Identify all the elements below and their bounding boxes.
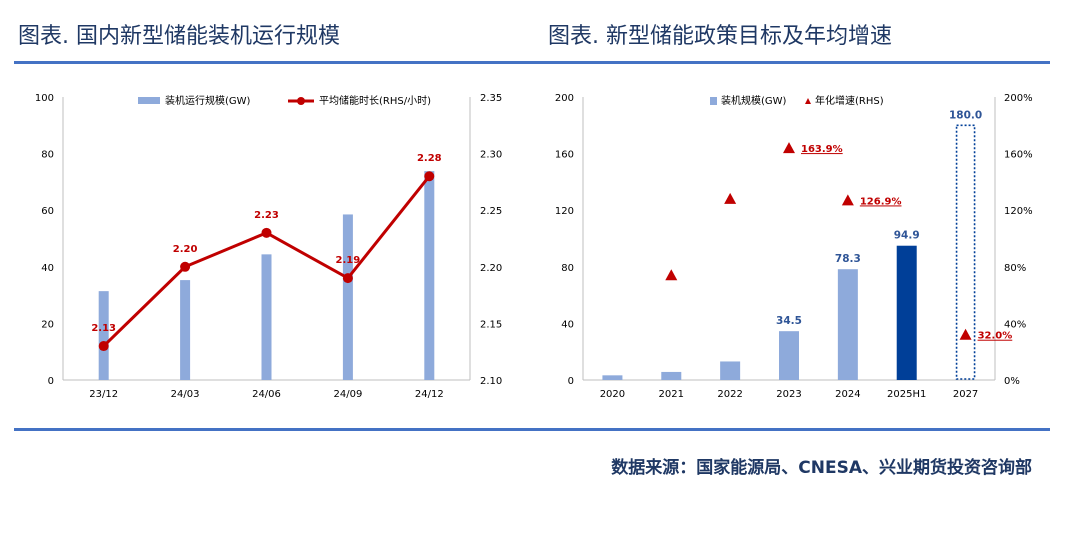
- capacity-data-label: 180.0: [949, 109, 982, 121]
- capacity-bar: [720, 361, 741, 380]
- legend-line-label: 平均储能时长(RHS/小时): [319, 94, 431, 107]
- left-figure-title: 图表. 国内新型储能装机运行规模: [18, 24, 340, 49]
- capacity-data-label: 94.9: [894, 230, 920, 242]
- bottom-divider: [14, 428, 1050, 431]
- right-axis-tick-label: 2.25: [480, 206, 502, 217]
- growth-marker: [783, 142, 795, 154]
- x-axis-tick-label: 23/12: [89, 389, 118, 400]
- x-axis-tick-label: 24/12: [415, 389, 444, 400]
- capacity-bar: [98, 291, 109, 380]
- right-axis-tick-label: 120%: [1004, 206, 1033, 217]
- right-axis-tick-label: 2.10: [480, 376, 502, 387]
- duration-point: [261, 227, 272, 238]
- right-axis-tick-label: 2.20: [480, 263, 502, 274]
- duration-data-label: 2.13: [91, 323, 116, 334]
- growth-marker: [724, 192, 737, 204]
- growth-data-label: 32.0%: [978, 331, 1013, 342]
- growth-marker: [665, 269, 678, 281]
- left-axis-tick-label: 80: [561, 263, 574, 274]
- right-figure-title: 图表. 新型储能政策目标及年均增速: [548, 24, 892, 49]
- growth-marker: [959, 328, 972, 340]
- x-axis-tick-label: 24/06: [252, 389, 281, 400]
- capacity-bar: [602, 375, 623, 380]
- left-axis-tick-label: 20: [41, 319, 54, 330]
- right-axis-tick-label: 0%: [1004, 376, 1020, 387]
- capacity-bar: [424, 171, 435, 380]
- growth-data-label: 126.9%: [860, 196, 902, 207]
- legend-bar-swatch: [710, 97, 717, 105]
- left-axis-tick-label: 80: [41, 150, 54, 161]
- data-source-note: 数据来源：国家能源局、CNESA、兴业期货投资咨询部: [611, 458, 1032, 478]
- x-axis-tick-label: 2020: [600, 389, 625, 400]
- duration-data-label: 2.20: [173, 244, 198, 255]
- capacity-bar: [261, 254, 272, 380]
- left-axis-tick-label: 60: [41, 206, 54, 217]
- left-axis-tick-label: 160: [555, 150, 574, 161]
- capacity-bar: [661, 371, 682, 380]
- x-axis-tick-label: 2025H1: [887, 389, 926, 400]
- left-axis-tick-label: 40: [41, 263, 54, 274]
- legend-marker-label: 年化增速(RHS): [815, 94, 884, 107]
- capacity-data-label: 34.5: [776, 315, 802, 327]
- x-axis-tick-label: 2027: [953, 389, 978, 400]
- policy-target-chart: 0 40 80 120 160 200 0% 40% 80% 120% 160% 200% 2020 20…: [555, 93, 1033, 400]
- left-axis-tick-label: 200: [555, 93, 574, 104]
- x-axis-tick-label: 2024: [835, 389, 860, 400]
- left-axis-tick-label: 0: [568, 376, 574, 387]
- legend-bar-label: 装机规模(GW): [721, 94, 787, 107]
- duration-point: [342, 273, 353, 284]
- left-axis-tick-label: 40: [561, 319, 574, 330]
- legend-line-marker: [297, 97, 305, 105]
- right-axis-tick-label: 200%: [1004, 93, 1033, 104]
- right-axis-tick-label: 160%: [1004, 150, 1033, 161]
- right-axis-tick-label: 40%: [1004, 319, 1026, 330]
- storage-capacity-chart: 0 20 40 60 80 100 2.10 2.15 2.20 2.25 2.30 2.35 23/1…: [35, 93, 502, 400]
- right-axis-tick-label: 80%: [1004, 263, 1026, 274]
- capacity-bar: [180, 280, 191, 380]
- capacity-bar: [896, 245, 917, 380]
- growth-marker: [841, 194, 854, 206]
- target-bar: [955, 124, 976, 380]
- duration-data-label: 2.19: [336, 255, 361, 266]
- legend-bar-swatch: [138, 97, 160, 104]
- left-axis-tick-label: 120: [555, 206, 574, 217]
- top-divider: [14, 61, 1050, 64]
- x-axis-tick-label: 2022: [717, 389, 742, 400]
- duration-point: [98, 341, 109, 352]
- right-axis-tick-label: 2.35: [480, 93, 502, 104]
- duration-point: [180, 261, 191, 272]
- legend-bar-label: 装机运行规模(GW): [165, 94, 251, 107]
- capacity-bar: [837, 269, 858, 380]
- right-axis-tick-label: 2.15: [480, 319, 502, 330]
- x-axis-tick-label: 24/03: [171, 389, 200, 400]
- right-axis-tick-label: 2.30: [480, 150, 502, 161]
- capacity-data-label: 78.3: [835, 253, 861, 265]
- legend-marker-swatch: [805, 98, 811, 104]
- duration-data-label: 2.23: [254, 210, 279, 221]
- duration-data-label: 2.28: [417, 153, 442, 164]
- x-axis-tick-label: 24/09: [333, 389, 362, 400]
- left-axis-tick-label: 0: [48, 376, 54, 387]
- duration-point: [424, 171, 435, 182]
- left-axis-tick-label: 100: [35, 93, 54, 104]
- x-axis-tick-label: 2021: [659, 389, 684, 400]
- capacity-bar: [342, 214, 353, 380]
- capacity-bar: [779, 331, 799, 380]
- growth-data-label: 163.9%: [801, 144, 843, 155]
- x-axis-tick-label: 2023: [776, 389, 801, 400]
